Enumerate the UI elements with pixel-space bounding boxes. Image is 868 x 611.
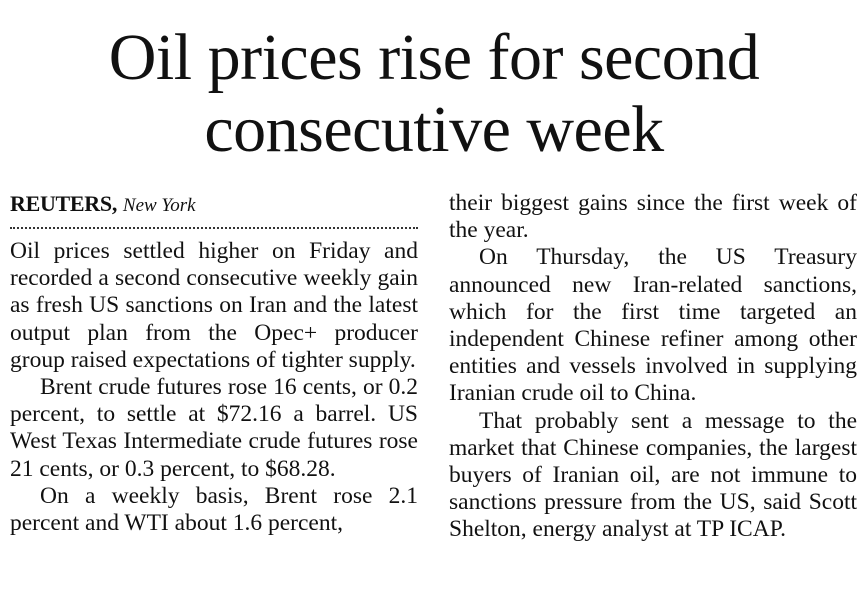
paragraph: On Thursday, the US Treasury announced n…	[449, 244, 857, 407]
byline: REUTERS, New York	[10, 190, 418, 217]
article-column-left: REUTERS, New York Oil prices settled hig…	[10, 190, 418, 537]
paragraph: Oil prices settled higher on Friday and …	[10, 238, 418, 373]
paragraph: On a weekly basis, Brent rose 2.1 percen…	[10, 482, 418, 537]
paragraph: Brent crude futures rose 16 cents, or 0.…	[10, 374, 418, 482]
dotted-divider	[10, 227, 418, 229]
article-column-right: their biggest gains since the first week…	[449, 190, 857, 544]
paragraph: That probably sent a message to the mark…	[449, 407, 857, 543]
byline-location: New York	[122, 195, 196, 216]
headline: Oil prices rise for second consecutive w…	[108, 21, 760, 166]
paragraph-continued: their biggest gains since the first week…	[449, 190, 857, 244]
byline-agency: REUTERS,	[10, 191, 118, 216]
